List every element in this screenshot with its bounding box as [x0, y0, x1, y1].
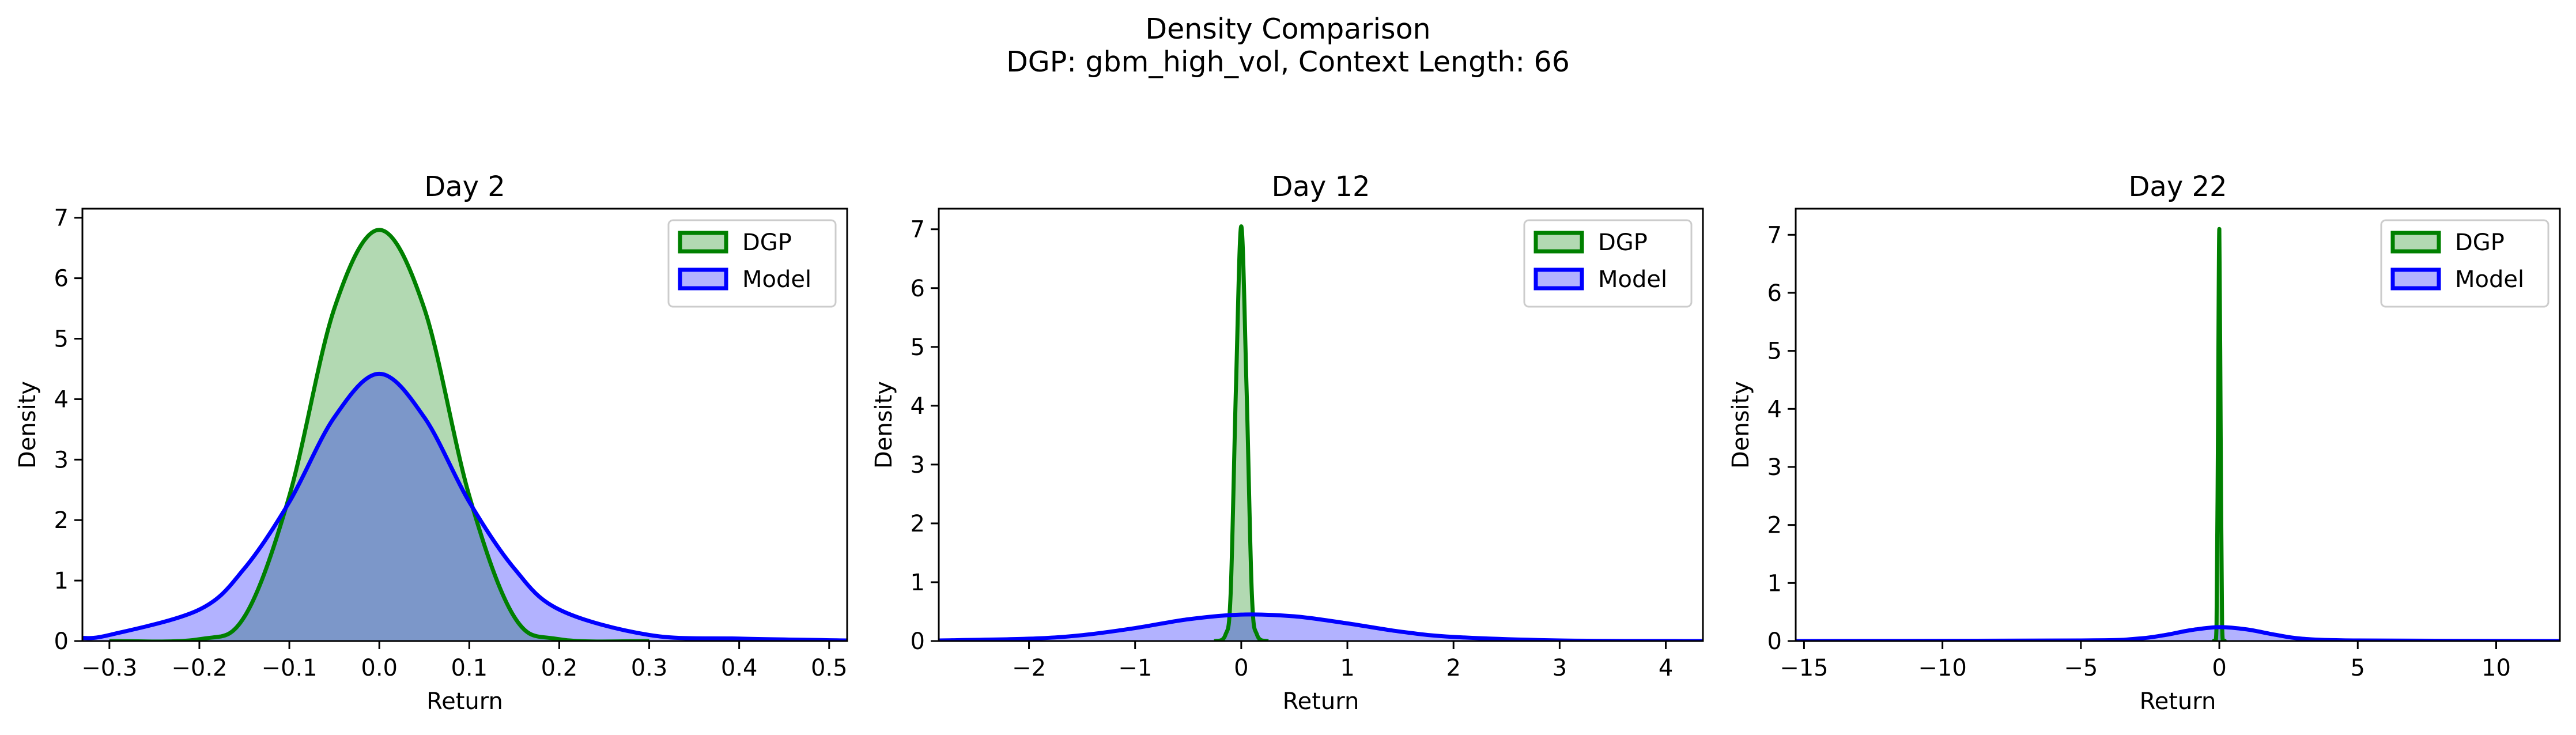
legend-label: Model	[2455, 266, 2524, 293]
series-dgp-line	[2212, 227, 2227, 641]
series-model-fill	[82, 374, 847, 641]
y-tick-label: 5	[1767, 338, 1782, 365]
series-dgp-fill	[1214, 226, 1268, 641]
y-tick-label: 6	[911, 276, 925, 302]
x-tick-label: −15	[1780, 655, 1828, 681]
subplot-3: −15 −10 −5 0 5 10 0 1 2 3 4 5 6 7 Day 22 Return Density D…	[1728, 171, 2561, 715]
y-tick-label: 3	[911, 452, 925, 478]
x-tick-label: −0.2	[171, 655, 227, 681]
series-dgp-line	[109, 228, 649, 641]
x-tick-label: −1	[1118, 655, 1152, 681]
legend-box	[667, 219, 837, 308]
legend-label: DGP	[2455, 229, 2505, 256]
y-tick-label: 5	[911, 334, 925, 361]
x-tick-label: 0	[2212, 655, 2226, 681]
y-tick-label: 1	[54, 568, 69, 594]
subplot-title: Day 22	[2128, 171, 2227, 203]
legend: DGP Model	[1523, 219, 1693, 308]
axes-frame	[1795, 208, 2561, 642]
subplot-title: Day 12	[1271, 171, 1370, 203]
y-tick-label: 2	[911, 511, 925, 537]
y-axis-label: Density	[14, 381, 41, 469]
y-tick-label: 6	[54, 266, 69, 292]
x-tick-label: 3	[1553, 655, 1567, 681]
series-model-fill	[939, 614, 1703, 641]
y-tick-label: 7	[54, 205, 69, 232]
series-model-line	[82, 371, 847, 641]
x-axis-label: Return	[1283, 688, 1359, 715]
y-tick-label: 4	[911, 393, 925, 420]
y-tick-label: 1	[911, 570, 925, 596]
x-tick-label: 0.0	[361, 655, 398, 681]
y-tick-label: 0	[911, 628, 925, 655]
legend-item-model: Model	[1533, 266, 1667, 293]
legend-swatch	[2390, 231, 2441, 254]
legend-swatch	[678, 231, 728, 254]
legend-label: DGP	[1598, 229, 1648, 256]
y-axis-label: Density	[871, 381, 897, 469]
y-tick-label: 2	[1767, 512, 1782, 539]
x-tick-label: 4	[1659, 655, 1673, 681]
x-tick-label: −0.3	[81, 655, 137, 681]
y-tick-label: 4	[54, 386, 69, 413]
series-model-line	[939, 612, 1703, 641]
legend-item-model: Model	[678, 266, 811, 293]
legend-swatch	[678, 267, 728, 291]
legend-label: DGP	[742, 229, 792, 256]
x-axis-label: Return	[426, 688, 503, 715]
x-tick-label: −5	[2064, 655, 2098, 681]
legend-item-dgp: DGP	[1533, 229, 1648, 256]
x-tick-label: 1	[1340, 655, 1354, 681]
x-tick-label: 2	[1446, 655, 1460, 681]
y-tick-label: 7	[1767, 222, 1782, 248]
legend: DGP Model	[667, 219, 837, 308]
y-tick-label: 0	[1767, 628, 1782, 655]
x-tick-label: 0.3	[631, 655, 668, 681]
x-tick-label: 0.5	[811, 655, 848, 681]
y-tick-label: 3	[54, 447, 69, 473]
legend-label: Model	[1598, 266, 1667, 293]
x-tick-label: −10	[1918, 655, 1966, 681]
y-tick-label: 2	[54, 507, 69, 534]
figure-title: Density Comparison	[1145, 13, 1431, 46]
y-axis-label: Density	[1728, 381, 1754, 469]
y-tick-label: 5	[54, 326, 69, 353]
x-tick-label: 0	[1234, 655, 1248, 681]
x-tick-label: 0.4	[721, 655, 758, 681]
figure-subtitle: DGP: gbm_high_vol, Context Length: 66	[1006, 46, 1570, 78]
axes-frame	[938, 208, 1704, 642]
x-tick-label: 5	[2351, 655, 2365, 681]
y-tick-label: 0	[54, 628, 69, 655]
x-tick-label: −0.1	[262, 655, 318, 681]
plot-area	[82, 228, 847, 641]
legend-item-model: Model	[2390, 266, 2524, 293]
x-tick-label: 0.1	[451, 655, 488, 681]
y-tick-label: 7	[911, 217, 925, 243]
legend-item-dgp: DGP	[2390, 229, 2505, 256]
y-tick-label: 1	[1767, 570, 1782, 597]
x-tick-label: 0.2	[541, 655, 578, 681]
plot-area	[939, 224, 1703, 641]
legend-item-dgp: DGP	[678, 229, 792, 256]
legend-box	[2380, 219, 2549, 308]
series-dgp-line	[1214, 224, 1269, 641]
legend-swatch	[1533, 231, 1584, 254]
subplot-2: −2 −1 0 1 2 3 4 0 1 2 3 4 5 6 7 Day 12 Return Density DGP M…	[871, 171, 1704, 715]
y-tick-label: 6	[1767, 280, 1782, 307]
x-tick-label: −2	[1012, 655, 1046, 681]
legend-swatch	[2390, 267, 2441, 291]
x-tick-label: 10	[2481, 655, 2511, 681]
axes-frame	[81, 208, 848, 642]
subplot-1: −0.3 −0.2 −0.1 0.0 0.1 0.2 0.3 0.4 0.5 0 1 2 3 4 5 6 7 Da…	[14, 171, 848, 715]
legend-label: Model	[742, 266, 811, 293]
subplot-title: Day 2	[424, 171, 505, 203]
y-tick-label: 4	[1767, 396, 1782, 423]
series-dgp-fill	[109, 229, 649, 641]
legend-swatch	[1533, 267, 1584, 291]
y-tick-label: 3	[1767, 454, 1782, 481]
legend: DGP Model	[2380, 219, 2549, 308]
x-axis-label: Return	[2140, 688, 2216, 715]
legend-box	[1523, 219, 1693, 308]
